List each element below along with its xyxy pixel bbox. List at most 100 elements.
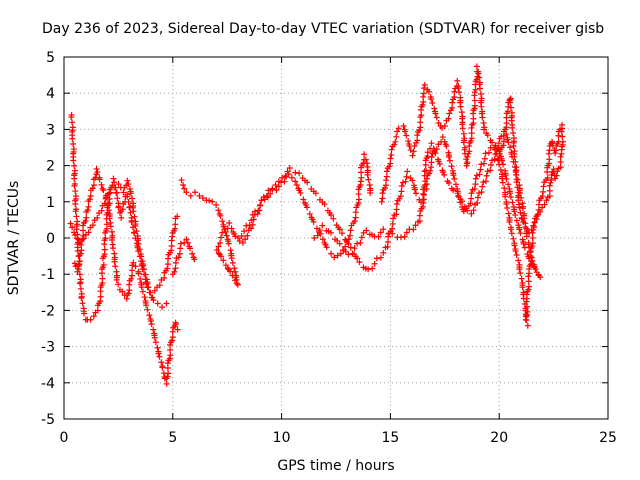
series-4: [169, 151, 374, 288]
data-point: [452, 181, 459, 188]
data-point: [164, 261, 171, 268]
data-point: [71, 182, 78, 189]
data-point: [130, 208, 137, 215]
data-point: [161, 274, 168, 281]
data-point: [483, 172, 490, 179]
data-point: [480, 119, 487, 126]
data-point: [292, 169, 299, 176]
data-point: [466, 148, 473, 155]
data-point: [231, 265, 238, 272]
data-point: [509, 124, 516, 131]
data-point: [172, 321, 179, 328]
data-point: [519, 216, 526, 223]
data-point: [79, 300, 86, 307]
data-point: [500, 138, 507, 145]
data-point: [419, 203, 426, 210]
axis-ticks: 0 5 10 15 20 25 -5 -4 -3 -2 -1 0 1 2 3 4 5: [41, 50, 617, 446]
data-point: [558, 128, 565, 135]
data-point: [393, 201, 400, 208]
data-point: [342, 243, 349, 250]
data-point: [345, 240, 352, 247]
data-point: [471, 97, 478, 104]
data-point: [155, 350, 162, 357]
data-point: [175, 254, 182, 261]
data-point: [347, 232, 354, 239]
data-point: [81, 310, 88, 317]
data-point: [506, 190, 513, 197]
data-point: [156, 353, 163, 360]
data-point: [217, 239, 224, 246]
data-point: [328, 211, 335, 218]
chart-title: Day 236 of 2023, Sidereal Day-to-day VTE…: [42, 21, 604, 37]
data-point: [517, 270, 524, 277]
data-point: [129, 195, 136, 202]
data-point: [468, 130, 475, 137]
data-point: [126, 185, 133, 192]
data-point: [98, 207, 105, 214]
data-point: [529, 234, 536, 241]
data-point: [183, 236, 190, 243]
data-point: [460, 130, 467, 137]
data-point: [227, 247, 234, 254]
data-point: [142, 271, 149, 278]
data-point: [221, 226, 228, 233]
data-point: [403, 132, 410, 139]
data-point: [449, 104, 456, 111]
data-point: [543, 197, 550, 204]
data-point: [413, 190, 420, 197]
data-point: [365, 266, 372, 273]
data-point: [119, 288, 126, 295]
data-point: [125, 290, 132, 297]
data-point: [512, 158, 519, 165]
data-point: [517, 209, 524, 216]
data-point: [451, 94, 458, 101]
data-point: [90, 182, 97, 189]
data-point: [76, 258, 83, 265]
data-point: [513, 217, 520, 224]
data-point: [546, 156, 553, 163]
data-point: [77, 250, 84, 257]
data-point: [89, 185, 96, 192]
series-6: [311, 131, 544, 281]
data-point: [255, 207, 262, 214]
data-point: [242, 236, 249, 243]
data-point: [403, 173, 410, 180]
x-tick-label: 25: [599, 430, 617, 446]
grid: [64, 57, 608, 419]
data-point: [409, 177, 416, 184]
data-point: [216, 251, 223, 258]
data-point: [169, 334, 176, 341]
data-point: [546, 182, 553, 189]
data-point: [125, 198, 132, 205]
data-point: [387, 155, 394, 162]
data-point: [500, 142, 507, 149]
data-point: [503, 200, 510, 207]
data-point: [243, 222, 250, 229]
data-point: [451, 175, 458, 182]
data-point: [151, 334, 158, 341]
data-point: [146, 312, 153, 319]
data-point: [323, 244, 330, 251]
data-point: [125, 181, 132, 188]
y-tick-label: -3: [41, 340, 55, 356]
data-point: [246, 222, 253, 229]
y-tick-label: 0: [46, 231, 55, 247]
data-point: [72, 188, 79, 195]
data-point: [215, 250, 222, 257]
data-point: [163, 380, 170, 387]
data-point: [148, 321, 155, 328]
data-point: [206, 197, 213, 204]
data-point: [339, 230, 346, 237]
data-point: [406, 143, 413, 150]
data-point: [454, 77, 461, 84]
data-point: [460, 139, 467, 146]
data-point: [169, 337, 176, 344]
data-point: [363, 227, 370, 234]
data-point: [371, 260, 378, 267]
data-point: [523, 298, 530, 305]
data-point: [311, 235, 318, 241]
data-point: [441, 122, 448, 129]
data-point: [273, 187, 280, 194]
data-point: [218, 234, 225, 241]
